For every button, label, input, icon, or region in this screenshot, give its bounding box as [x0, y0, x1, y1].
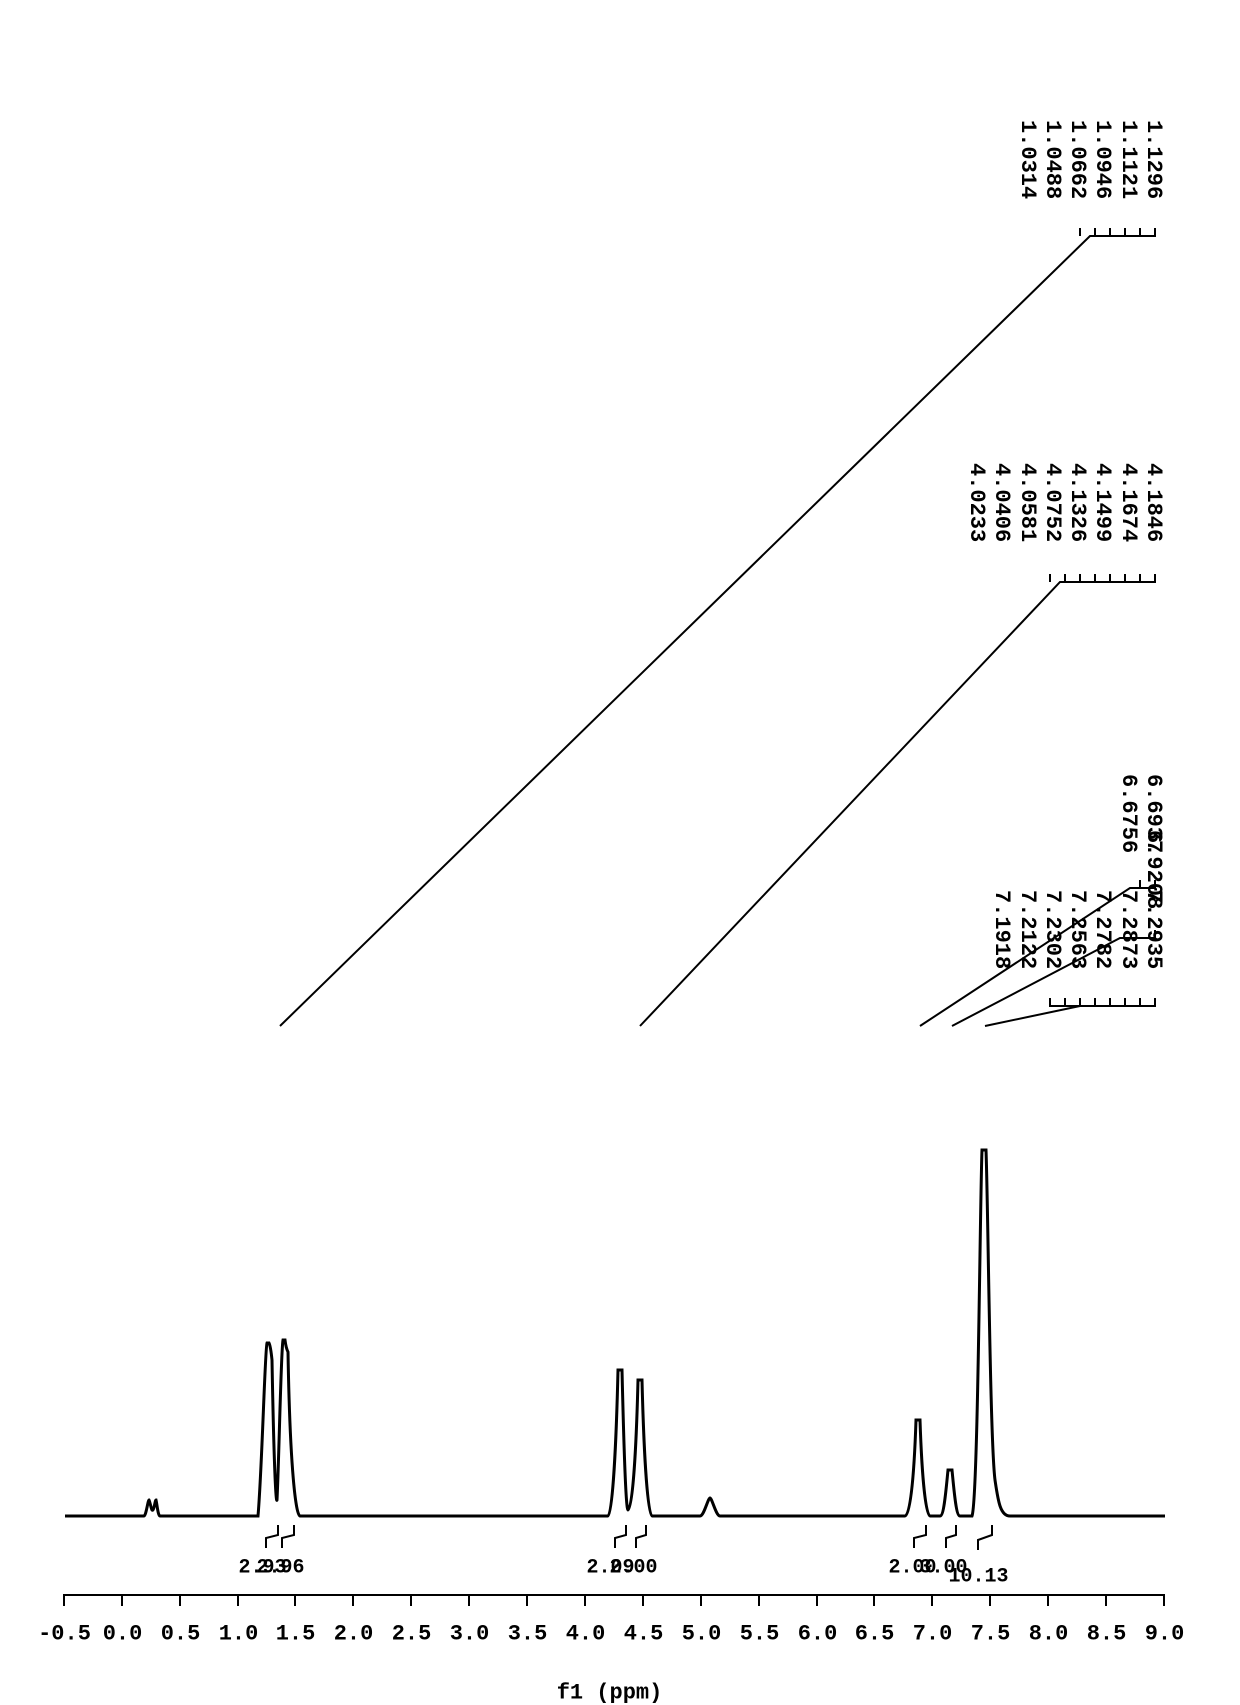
- tick-label: 2.0: [324, 1622, 384, 1647]
- tick-label: 9.0: [1135, 1622, 1195, 1647]
- tick-label: 0.5: [150, 1622, 210, 1647]
- tick-label: 2.5: [382, 1622, 442, 1647]
- tick-label: 8.5: [1077, 1622, 1137, 1647]
- tick-label: 5.5: [729, 1622, 789, 1647]
- tick-label: 4.5: [613, 1622, 673, 1647]
- tick-label: 6.5: [845, 1622, 905, 1647]
- nmr-spectrum-plot: [0, 0, 1240, 1596]
- integral-value: 2.93: [238, 1557, 286, 1580]
- tick-label: 8.0: [1019, 1622, 1079, 1647]
- tick-label: 1.5: [266, 1622, 326, 1647]
- tick-label: 7.5: [961, 1622, 1021, 1647]
- tick-label: 0.0: [92, 1622, 152, 1647]
- tick-label: 5.0: [671, 1622, 731, 1647]
- tick-label: 3.0: [440, 1622, 500, 1647]
- integral-value: 2.09: [586, 1557, 634, 1580]
- tick-label: 3.5: [498, 1622, 558, 1647]
- tick-label: 1.0: [208, 1622, 268, 1647]
- integral-value: 2.00: [888, 1557, 936, 1580]
- nmr-page: 7.2935 7.2873 7.2782 7.2563 7.2302 7.212…: [0, 0, 1240, 1596]
- tick-label: 4.0: [556, 1622, 616, 1647]
- tick-label: 6.0: [787, 1622, 847, 1647]
- tick-label: -0.5: [35, 1622, 95, 1647]
- axis-label: f1 (ppm): [557, 1680, 663, 1705]
- tick-label: 7.0: [903, 1622, 963, 1647]
